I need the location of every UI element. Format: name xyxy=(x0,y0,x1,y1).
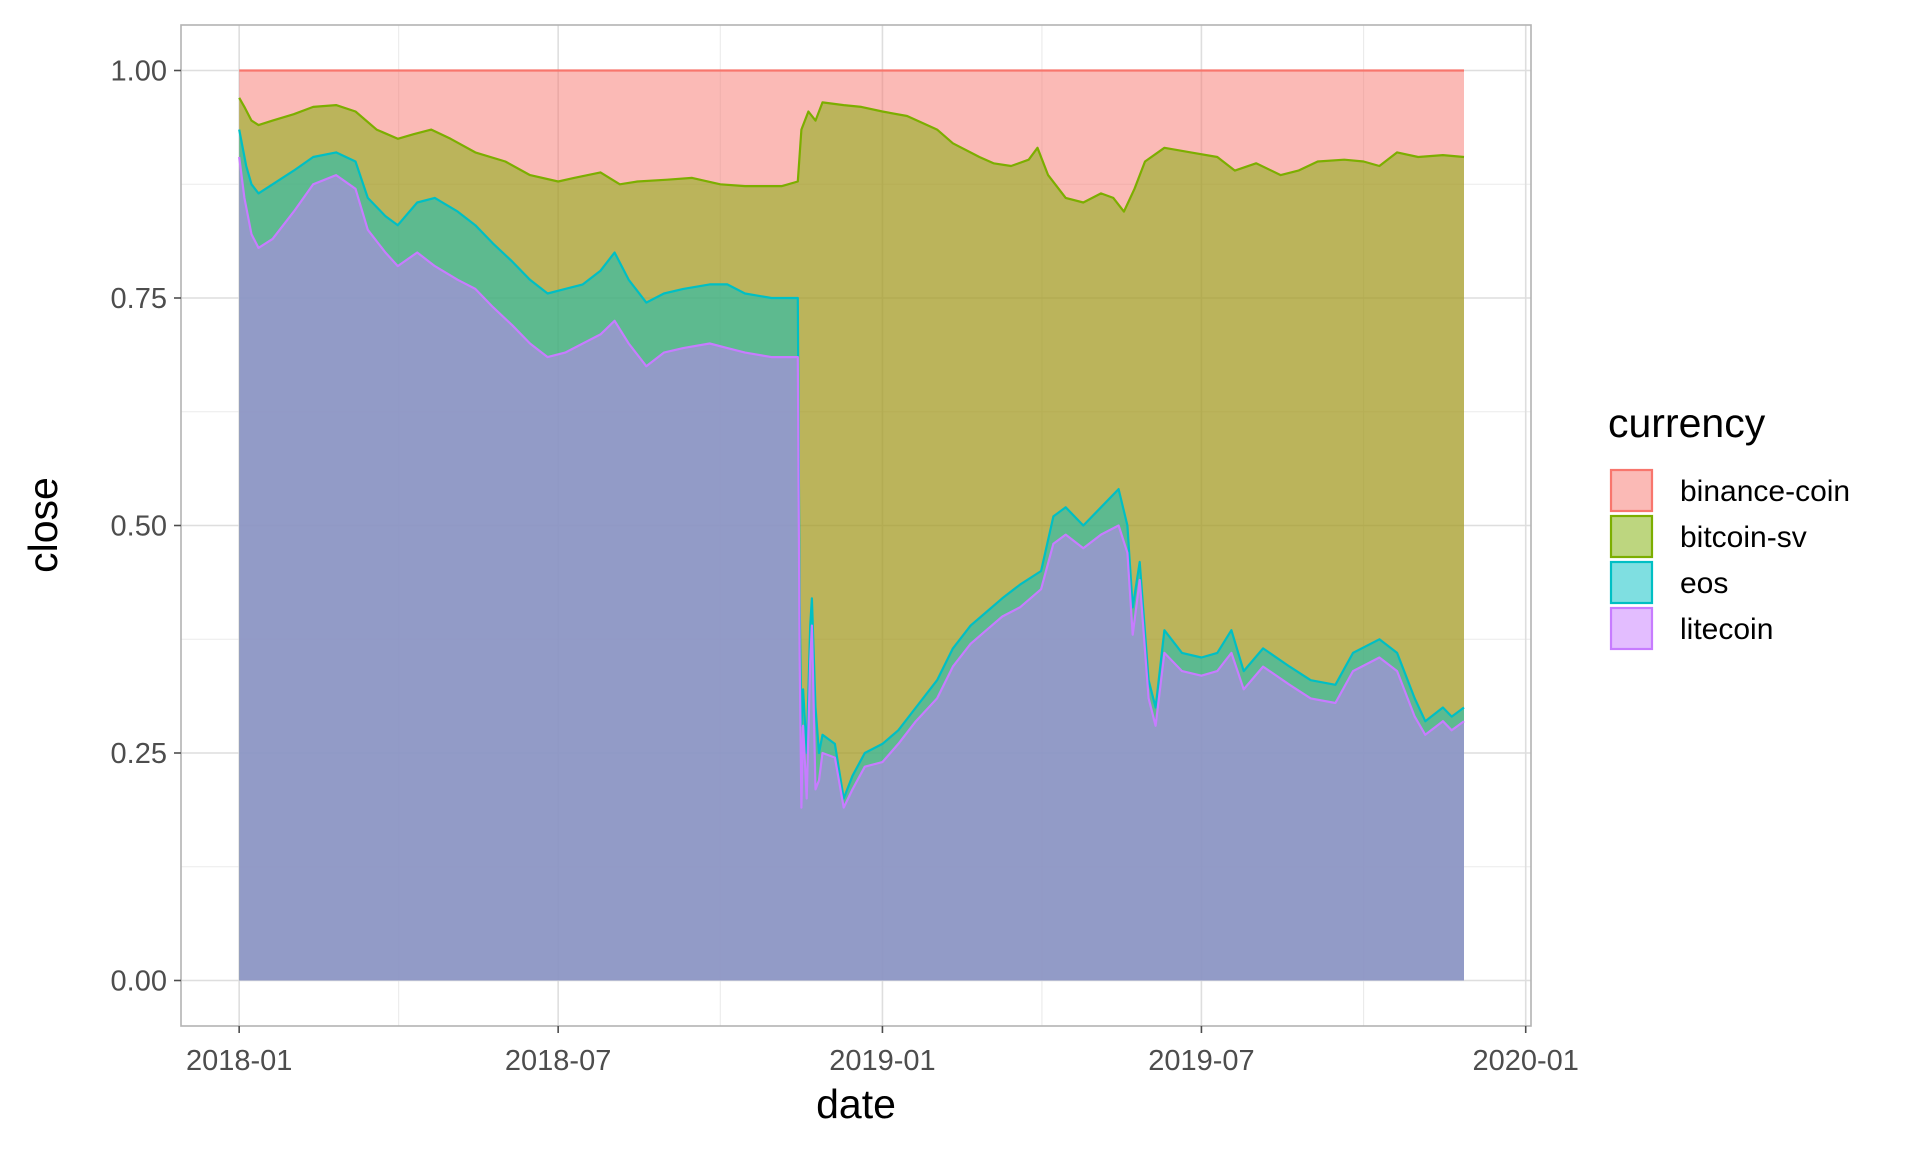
x-axis: 2018-01 2018-07 2019-01 2019-07 2020-01 xyxy=(186,1026,1579,1077)
x-tick-label: 2018-01 xyxy=(186,1045,292,1077)
y-tick-label: 1.00 xyxy=(111,56,167,88)
legend-swatch-binance-coin xyxy=(1609,468,1654,513)
area-lines xyxy=(238,69,1465,809)
y-axis-title: close xyxy=(20,477,66,573)
x-tick-label: 2019-07 xyxy=(1148,1045,1254,1077)
line-eos xyxy=(238,129,1465,800)
area-litecoin xyxy=(239,157,1465,981)
area-fills xyxy=(239,70,1465,981)
y-tick-label: 0.75 xyxy=(111,283,167,315)
legend: currency binance-coin bitcoin-sv eos liteco… xyxy=(1608,400,1850,651)
legend-label-litecoin: litecoin xyxy=(1680,613,1773,646)
y-tick-label: 0.00 xyxy=(111,966,167,998)
y-tick-label: 0.25 xyxy=(111,738,167,770)
y-axis: 0.00 0.25 0.50 0.75 1.00 xyxy=(111,56,181,998)
x-tick-label: 2019-01 xyxy=(829,1045,935,1077)
y-tick-label: 0.50 xyxy=(111,511,167,543)
legend-label-eos: eos xyxy=(1680,567,1728,600)
x-tick-label: 2020-01 xyxy=(1472,1045,1578,1077)
legend-label-binance-coin: binance-coin xyxy=(1680,475,1850,508)
x-axis-title: date xyxy=(816,1081,896,1127)
legend-swatch-bitcoin-sv xyxy=(1609,514,1654,559)
line-bitcoin-sv xyxy=(238,97,1465,213)
legend-label-bitcoin-sv: bitcoin-sv xyxy=(1680,521,1807,554)
legend-title: currency xyxy=(1608,400,1766,446)
line-litecoin xyxy=(238,156,1465,809)
legend-swatch-eos xyxy=(1609,560,1654,605)
x-tick-label: 2018-07 xyxy=(505,1045,611,1077)
legend-swatch-litecoin xyxy=(1609,606,1654,651)
